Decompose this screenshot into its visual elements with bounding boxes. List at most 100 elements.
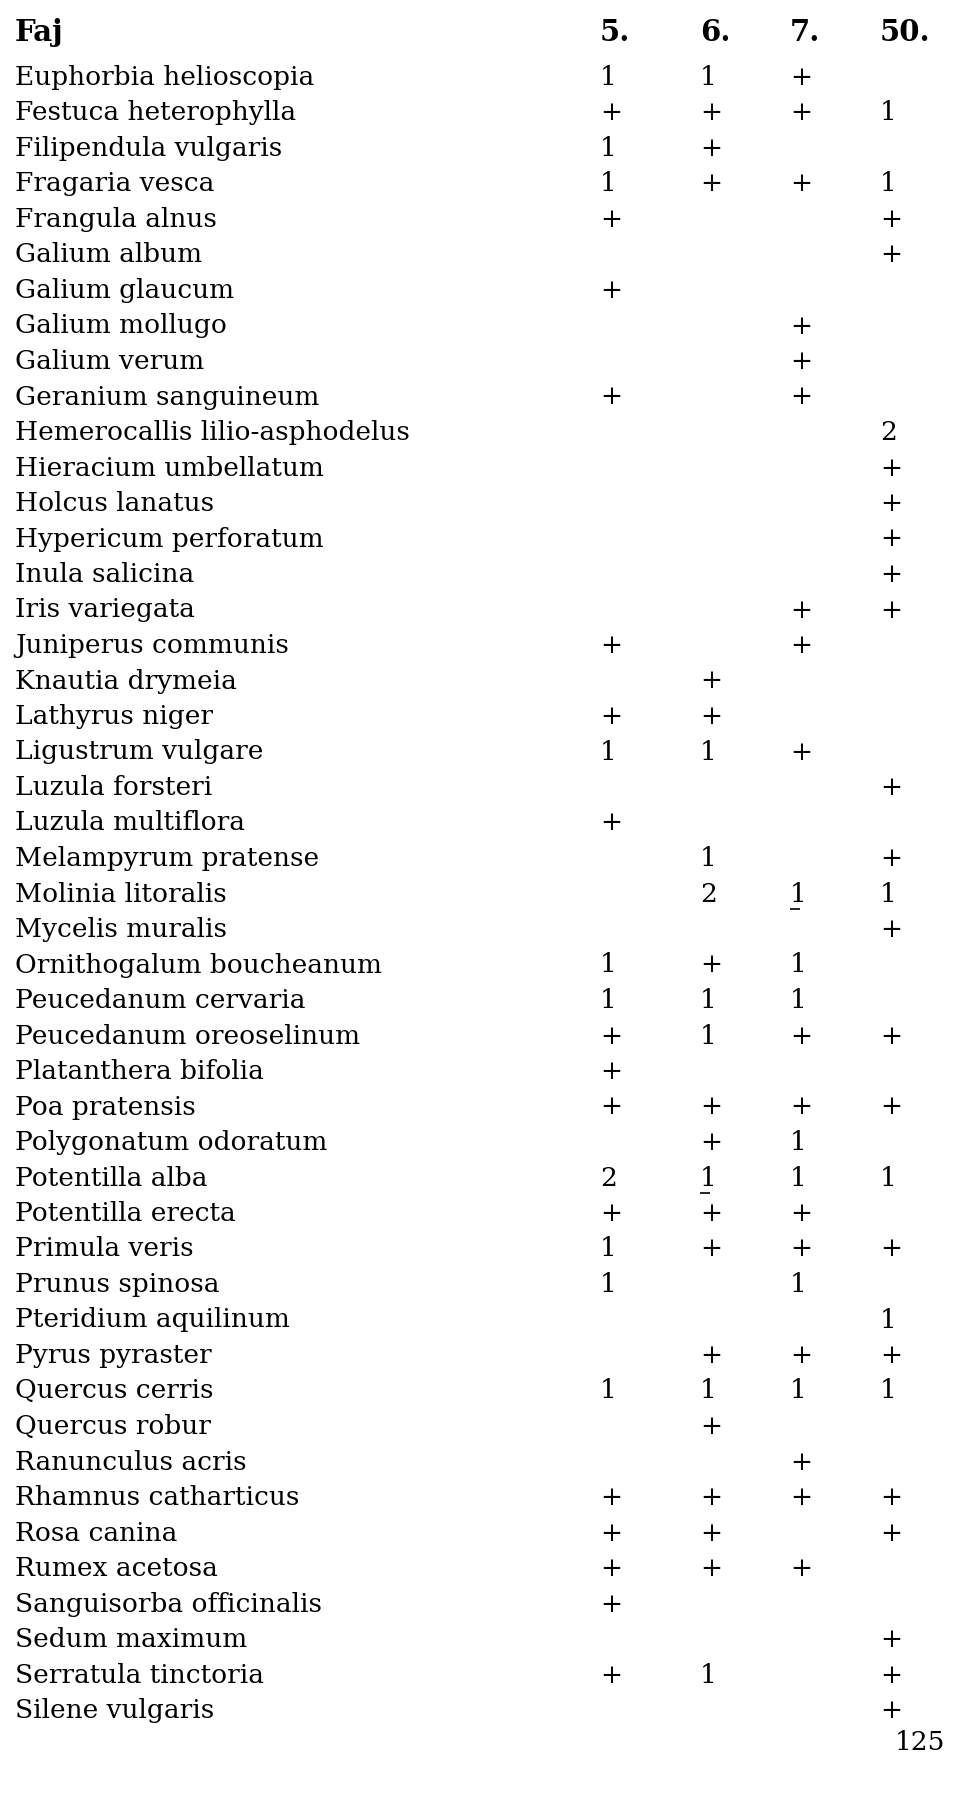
Text: +: + [600, 704, 622, 729]
Text: +: + [790, 384, 812, 409]
Text: 1: 1 [880, 172, 897, 197]
Text: +: + [880, 597, 902, 623]
Text: +: + [880, 527, 902, 552]
Text: +: + [880, 845, 902, 871]
Text: +: + [700, 1236, 722, 1262]
Text: Rumex acetosa: Rumex acetosa [15, 1557, 218, 1580]
Text: 1: 1 [790, 1379, 806, 1403]
Text: Primula veris: Primula veris [15, 1236, 194, 1262]
Text: 1: 1 [600, 740, 616, 764]
Text: 1: 1 [600, 952, 616, 977]
Text: 1: 1 [700, 1023, 717, 1048]
Text: 1: 1 [600, 1236, 616, 1262]
Text: Luzula forsteri: Luzula forsteri [15, 775, 212, 800]
Text: 1: 1 [790, 881, 806, 907]
Text: +: + [600, 384, 622, 409]
Text: 1: 1 [700, 845, 717, 871]
Text: 1: 1 [880, 881, 897, 907]
Text: +: + [600, 634, 622, 659]
Text: +: + [600, 1591, 622, 1616]
Text: +: + [790, 634, 812, 659]
Text: 1: 1 [790, 1166, 806, 1191]
Text: +: + [790, 101, 812, 125]
Text: +: + [700, 952, 722, 977]
Text: Euphorbia helioscopia: Euphorbia helioscopia [15, 65, 314, 90]
Text: Hemerocallis lilio-asphodelus: Hemerocallis lilio-asphodelus [15, 420, 410, 445]
Text: +: + [600, 1023, 622, 1048]
Text: Peucedanum cervaria: Peucedanum cervaria [15, 988, 305, 1014]
Text: Luzula multiflora: Luzula multiflora [15, 811, 245, 836]
Text: +: + [600, 279, 622, 302]
Text: +: + [880, 1095, 902, 1120]
Text: +: + [700, 1484, 722, 1510]
Text: 1: 1 [880, 1166, 897, 1191]
Text: 1: 1 [600, 988, 616, 1014]
Text: +: + [790, 65, 812, 90]
Text: Molinia litoralis: Molinia litoralis [15, 881, 227, 907]
Text: Rosa canina: Rosa canina [15, 1520, 178, 1546]
Text: Platanthera bifolia: Platanthera bifolia [15, 1059, 264, 1084]
Text: Melampyrum pratense: Melampyrum pratense [15, 845, 319, 871]
Text: 1: 1 [880, 101, 897, 125]
Text: +: + [790, 172, 812, 197]
Text: +: + [790, 1343, 812, 1368]
Text: Frangula alnus: Frangula alnus [15, 206, 217, 232]
Text: 50.: 50. [880, 18, 930, 47]
Text: +: + [880, 918, 902, 941]
Text: Festuca heterophylla: Festuca heterophylla [15, 101, 296, 125]
Text: 1: 1 [600, 65, 616, 90]
Text: +: + [700, 1095, 722, 1120]
Text: 1: 1 [700, 1166, 717, 1191]
Text: +: + [600, 1557, 622, 1580]
Text: Faj: Faj [15, 18, 63, 47]
Text: Geranium sanguineum: Geranium sanguineum [15, 384, 320, 409]
Text: +: + [700, 136, 722, 161]
Text: +: + [600, 1663, 622, 1687]
Text: Knautia drymeia: Knautia drymeia [15, 668, 237, 693]
Text: +: + [880, 775, 902, 800]
Text: 2: 2 [880, 420, 897, 445]
Text: +: + [790, 1557, 812, 1580]
Text: 1: 1 [700, 1379, 717, 1403]
Text: +: + [790, 1095, 812, 1120]
Text: +: + [700, 101, 722, 125]
Text: +: + [880, 456, 902, 480]
Text: Potentilla erecta: Potentilla erecta [15, 1202, 236, 1225]
Text: Silene vulgaris: Silene vulgaris [15, 1698, 214, 1723]
Text: Galium glaucum: Galium glaucum [15, 279, 234, 302]
Text: 1: 1 [790, 952, 806, 977]
Text: +: + [600, 1202, 622, 1225]
Text: Fragaria vesca: Fragaria vesca [15, 172, 214, 197]
Text: 1: 1 [790, 988, 806, 1014]
Text: +: + [700, 1520, 722, 1546]
Text: +: + [790, 1484, 812, 1510]
Text: Quercus robur: Quercus robur [15, 1414, 211, 1439]
Text: +: + [880, 1484, 902, 1510]
Text: +: + [880, 1343, 902, 1368]
Text: +: + [700, 704, 722, 729]
Text: 1: 1 [790, 1272, 806, 1298]
Text: Ornithogalum boucheanum: Ornithogalum boucheanum [15, 952, 382, 977]
Text: Rhamnus catharticus: Rhamnus catharticus [15, 1484, 300, 1510]
Text: Iris variegata: Iris variegata [15, 597, 195, 623]
Text: 7.: 7. [790, 18, 821, 47]
Text: 2: 2 [700, 881, 717, 907]
Text: +: + [600, 811, 622, 836]
Text: +: + [700, 1557, 722, 1580]
Text: 1: 1 [790, 1129, 806, 1155]
Text: Pteridium aquilinum: Pteridium aquilinum [15, 1307, 290, 1332]
Text: Inula salicina: Inula salicina [15, 561, 194, 586]
Text: Ranunculus acris: Ranunculus acris [15, 1450, 247, 1475]
Text: +: + [790, 597, 812, 623]
Text: 1: 1 [700, 740, 717, 764]
Text: +: + [700, 1414, 722, 1439]
Text: 1: 1 [880, 1379, 897, 1403]
Text: 5.: 5. [600, 18, 631, 47]
Text: +: + [880, 561, 902, 586]
Text: +: + [880, 1663, 902, 1687]
Text: Mycelis muralis: Mycelis muralis [15, 918, 227, 941]
Text: +: + [790, 349, 812, 375]
Text: Serratula tinctoria: Serratula tinctoria [15, 1663, 264, 1687]
Text: +: + [700, 668, 722, 693]
Text: Peucedanum oreoselinum: Peucedanum oreoselinum [15, 1023, 360, 1048]
